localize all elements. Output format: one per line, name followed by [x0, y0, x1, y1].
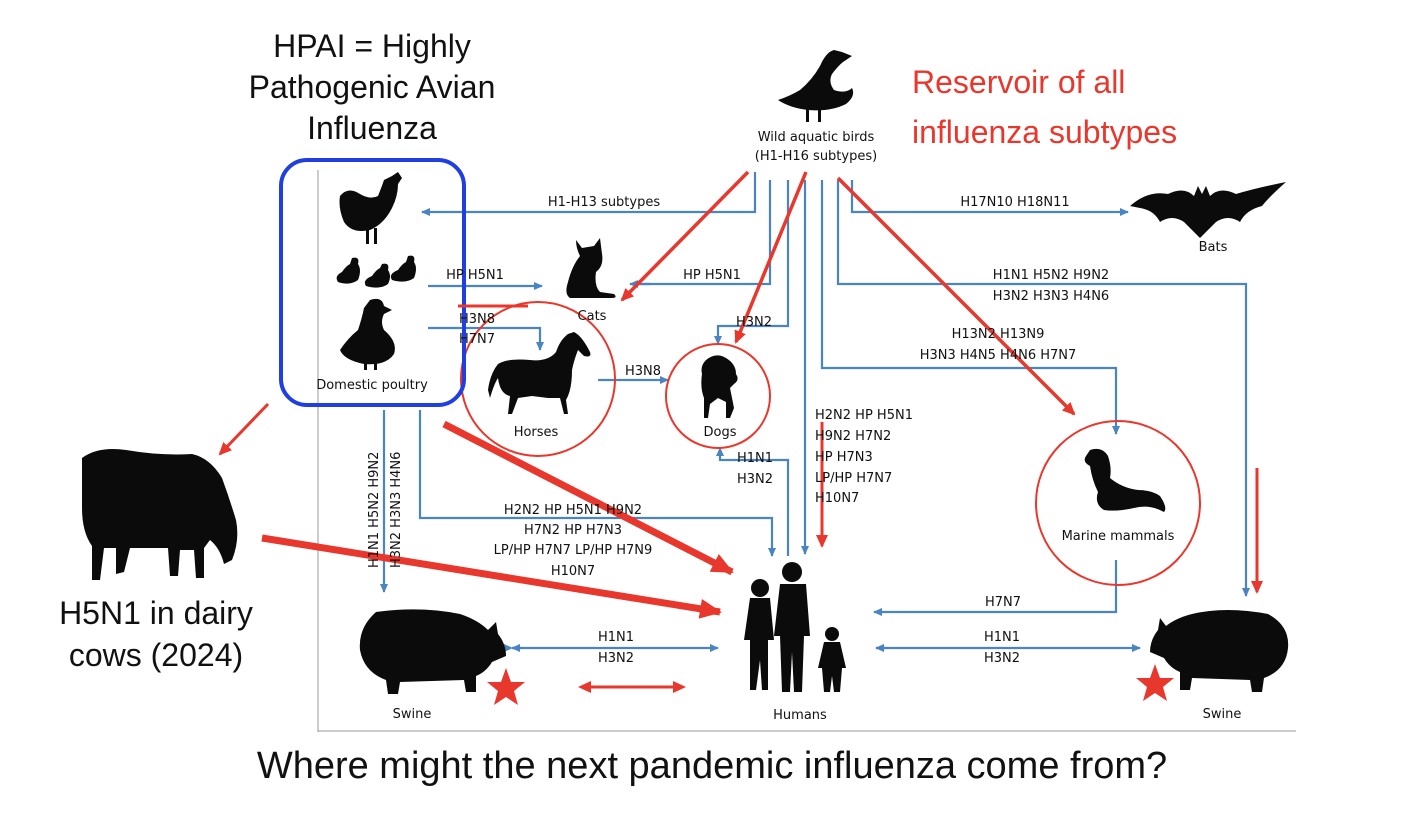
hpai-title-line-3: Influenza [307, 110, 437, 146]
horses-highlight-circle [460, 301, 616, 457]
cats-label: Cats [578, 309, 607, 324]
chicken-icon [339, 172, 402, 244]
subtypes-label: H3N2 H3N3 H4N6 [389, 452, 404, 568]
subtypes-label: H1N1 [984, 630, 1020, 645]
subtypes-label: LP/HP H7N7 [815, 471, 892, 486]
subtypes-label: H3N2 [737, 472, 773, 487]
humans-label: Humans [773, 708, 827, 723]
subtypes-label: H1N1 H5N2 H9N2 [993, 268, 1109, 283]
humans-family-icon [744, 562, 846, 692]
hpai-title-line-2: Pathogenic Avian [249, 69, 496, 105]
domestic-poultry-label: Domestic poultry [316, 378, 428, 393]
wild-birds-label: Wild aquatic birds [758, 130, 875, 145]
pig-left-icon [359, 609, 506, 694]
subtypes-label: H3N2 [984, 651, 1020, 666]
star-icon [1136, 664, 1174, 701]
subtypes-label: H10N7 [551, 564, 595, 579]
subtypes-label: H2N2 HP H5N1 [815, 408, 913, 423]
subtypes-label: H3N2 [598, 651, 634, 666]
subtypes-label: H7N7 [985, 595, 1021, 610]
subtypes-label: H9N2 H7N2 [815, 429, 891, 444]
subtypes-label: H1N1 [737, 451, 773, 466]
subtypes-label: LP/HP H7N7 LP/HP H7N9 [494, 543, 653, 558]
cow-icon [82, 449, 238, 580]
subtypes-label: H1N1 [598, 630, 634, 645]
subtypes-label: H3N2 [736, 315, 772, 330]
dog-icon [701, 355, 738, 418]
star-icon [487, 668, 525, 705]
dogs-highlight-circle [665, 343, 771, 449]
wild-duck-icon [778, 50, 854, 122]
subtypes-label: H13N2 H13N9 [952, 327, 1045, 342]
subtypes-label: H10N7 [815, 491, 859, 506]
subtypes-label: H1-H13 subtypes [548, 195, 660, 210]
subtypes-label: H3N3 H4N5 H4N6 H7N7 [920, 348, 1077, 363]
subtypes-label: H3N8 [625, 364, 661, 379]
marine-mammals-label: Marine mammals [1062, 529, 1175, 544]
subtypes-label: H2N2 HP H5N1 H9N2 [504, 503, 642, 518]
bat-icon [1130, 182, 1286, 238]
subtypes-label: H7N2 HP H7N3 [524, 523, 622, 538]
subtypes-label: HP H5N1 [446, 268, 504, 283]
question-caption: Where might the next pandemic influenza … [257, 745, 1167, 787]
reservoir-line-2: influenza subtypes [912, 114, 1177, 150]
swine-left-label: Swine [393, 707, 432, 722]
subtypes-label: H7N7 [459, 332, 495, 347]
cows-line-2: cows (2024) [69, 637, 243, 673]
subtypes-label: H17N10 H18N11 [960, 195, 1069, 210]
subtypes-label: HP H5N1 [683, 268, 741, 283]
seal-icon [1084, 448, 1166, 512]
subtypes-label: H3N8 [459, 312, 495, 327]
subtypes-label: H3N2 H3N3 H4N6 [993, 289, 1109, 304]
reservoir-line-1: Reservoir of all [912, 64, 1125, 100]
dogs-label: Dogs [704, 425, 737, 440]
domestic-duck-icon [340, 298, 395, 370]
highlight-arrows [218, 170, 1263, 693]
bats-label: Bats [1199, 240, 1228, 255]
hpai-title-line-1: HPAI = Highly [273, 28, 471, 64]
horse-icon [488, 332, 591, 414]
swine-right-label: Swine [1203, 707, 1242, 722]
pig-right-icon [1150, 610, 1289, 692]
subtypes-label: H1N1 H5N2 H9N2 [367, 452, 382, 568]
subtypes-label: HP H7N3 [815, 450, 873, 465]
horses-label: Horses [514, 425, 559, 440]
ducklings-icon [336, 255, 416, 288]
marine-highlight-circle [1035, 420, 1201, 586]
domestic-poultry-box [279, 158, 466, 407]
wild-birds-subtypes-label: (H1-H16 subtypes) [755, 149, 877, 164]
cat-icon [566, 238, 616, 298]
cows-line-1: H5N1 in dairy [59, 595, 253, 631]
